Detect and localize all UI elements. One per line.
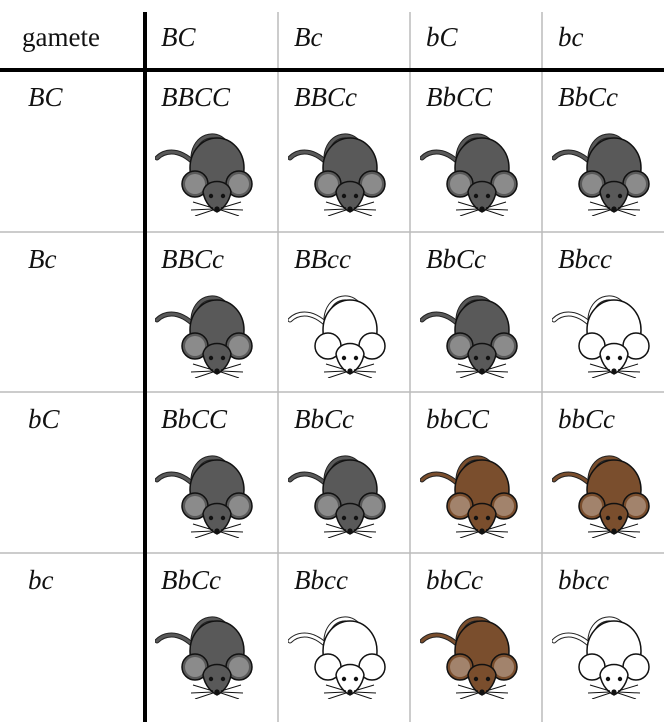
mouse — [157, 136, 252, 216]
genotype: bbCc — [426, 565, 483, 595]
genotype: BbCc — [294, 404, 354, 434]
header-cell: bC — [426, 22, 459, 52]
header-cell: BC — [161, 22, 196, 52]
mouse — [290, 298, 385, 378]
mouse — [554, 619, 649, 699]
mouse — [554, 298, 649, 378]
genotype: bbcc — [558, 565, 609, 595]
genotype: BBcc — [294, 244, 351, 274]
header-cell: Bc — [294, 22, 322, 52]
genotype: Bbcc — [558, 244, 612, 274]
mouse — [422, 136, 517, 216]
mouse — [157, 458, 252, 538]
row-label: Bc — [28, 244, 56, 274]
mouse — [157, 619, 252, 699]
genotype: BbCC — [161, 404, 228, 434]
mouse — [422, 458, 517, 538]
genotype: BBCc — [161, 244, 224, 274]
genotype: bbCC — [426, 404, 490, 434]
row-label: bc — [28, 565, 54, 595]
row-label: bC — [28, 404, 61, 434]
mouse — [554, 458, 649, 538]
genotype: BBCC — [161, 82, 231, 112]
genotype: BbCc — [426, 244, 486, 274]
genotype: BBCc — [294, 82, 357, 112]
mouse — [422, 298, 517, 378]
genotype: Bbcc — [294, 565, 348, 595]
genotype: BbCC — [426, 82, 493, 112]
row-label: BC — [28, 82, 63, 112]
mouse — [290, 458, 385, 538]
mouse — [290, 136, 385, 216]
genotype: bbCc — [558, 404, 615, 434]
mouse — [290, 619, 385, 699]
genotype: BbCc — [558, 82, 618, 112]
mouse — [157, 298, 252, 378]
mouse — [554, 136, 649, 216]
header-cell: gamete — [22, 22, 100, 52]
grid — [0, 12, 664, 722]
header-cell: bc — [558, 22, 584, 52]
genotype: BbCc — [161, 565, 221, 595]
mouse — [422, 619, 517, 699]
